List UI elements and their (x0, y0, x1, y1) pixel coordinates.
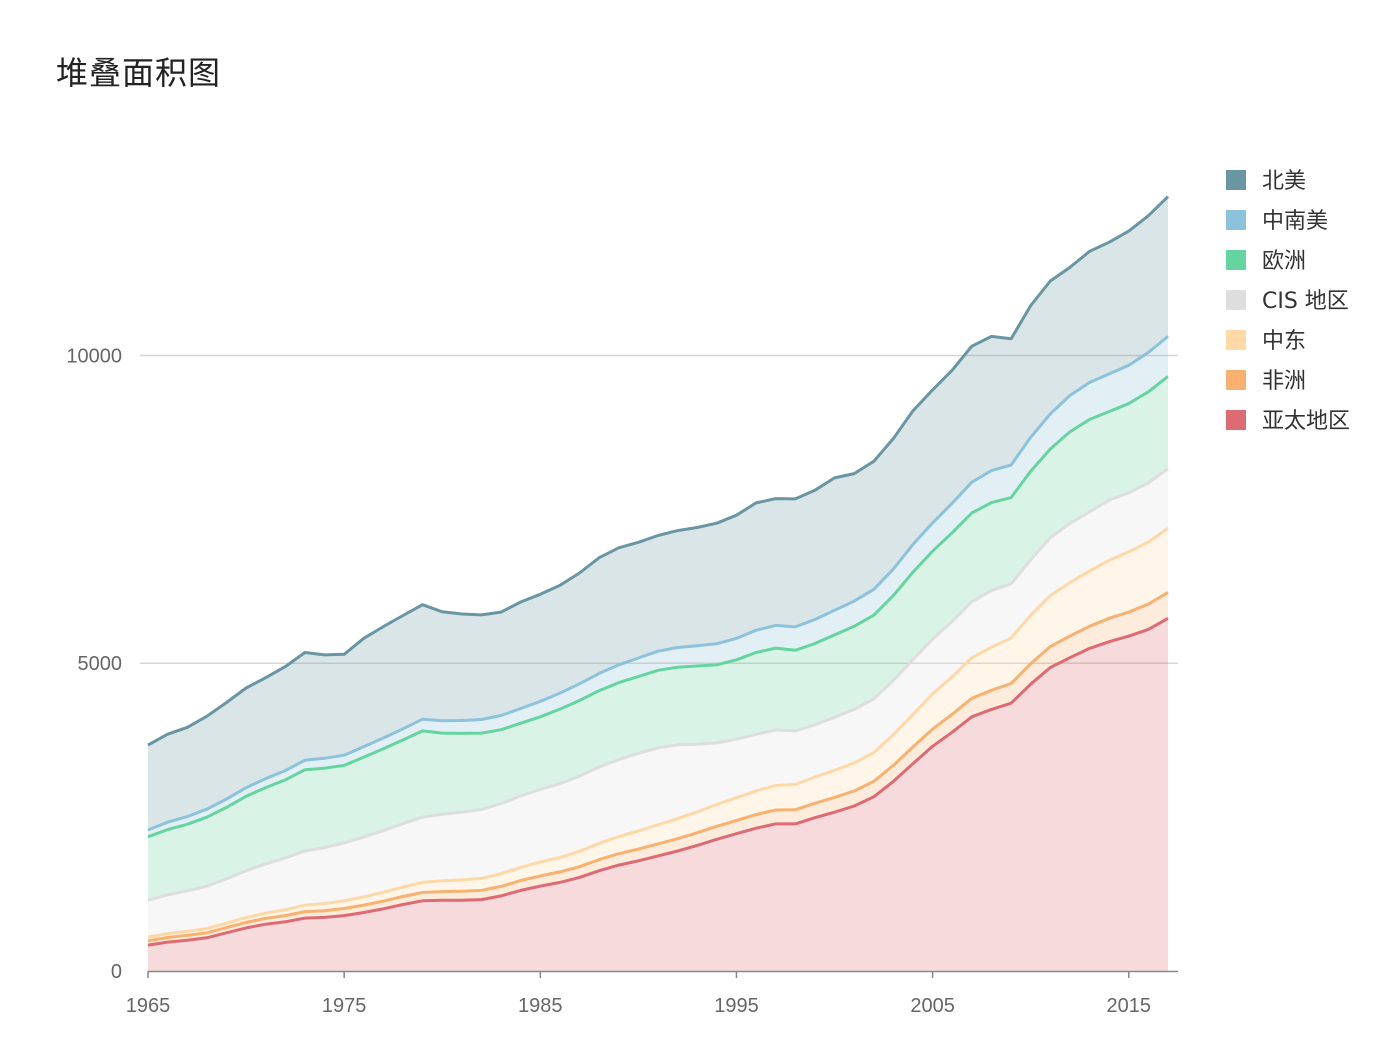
legend-label: CIS 地区 (1262, 289, 1349, 314)
legend-label: 北美 (1262, 169, 1306, 194)
legend-label: 中东 (1262, 329, 1306, 354)
x-tick-label: 2005 (910, 995, 955, 1017)
legend-label: 亚太地区 (1262, 409, 1350, 434)
y-tick-label: 0 (111, 961, 122, 983)
legend-label: 欧洲 (1262, 249, 1306, 274)
line-series-3 (147, 467, 1169, 902)
legend-swatch (1226, 210, 1246, 230)
x-tick-label: 1985 (518, 995, 563, 1017)
y-tick-label: 5000 (78, 653, 123, 675)
area-series-4 (148, 376, 1168, 901)
area-series-0 (148, 618, 1168, 971)
x-tick-label: 2015 (1107, 995, 1152, 1017)
legend-swatch (1226, 330, 1246, 350)
legend-swatch (1226, 410, 1246, 430)
axes: 0 5000 10000 1965 1975 1985 1995 2005 2015 (66, 345, 1178, 1017)
x-tick-label: 1995 (714, 995, 759, 1017)
legend-item[interactable]: 北美 (1226, 169, 1306, 194)
area-series-3 (148, 468, 1168, 938)
line-series-1 (147, 591, 1169, 943)
legend-label: 非洲 (1262, 369, 1306, 394)
legend-item[interactable]: 中东 (1226, 329, 1306, 354)
grid-lines (140, 354, 1178, 664)
legend-item[interactable]: CIS 地区 (1226, 289, 1349, 314)
legend-swatch (1226, 290, 1246, 310)
line-series-6 (147, 195, 1170, 747)
y-tick-label: 10000 (66, 345, 122, 367)
line-series-0 (147, 616, 1169, 947)
line-series-4 (147, 375, 1169, 839)
legend-item[interactable]: 中南美 (1226, 209, 1328, 234)
area-series-6 (148, 196, 1168, 831)
legend-swatch (1226, 250, 1246, 270)
legend-item[interactable]: 非洲 (1226, 369, 1306, 394)
legend-swatch (1226, 170, 1246, 190)
legend-item[interactable]: 欧洲 (1226, 249, 1306, 274)
x-tick-label: 1975 (322, 995, 367, 1017)
line-series-2 (147, 527, 1169, 939)
line-series-5 (147, 335, 1169, 832)
x-tick-label: 1965 (126, 995, 171, 1017)
line-layer (147, 195, 1170, 947)
legend-item[interactable]: 亚太地区 (1226, 409, 1350, 434)
legend-swatch (1226, 370, 1246, 390)
chart-title: 堆叠面积图 (56, 54, 222, 92)
legend-label: 中南美 (1262, 209, 1328, 234)
